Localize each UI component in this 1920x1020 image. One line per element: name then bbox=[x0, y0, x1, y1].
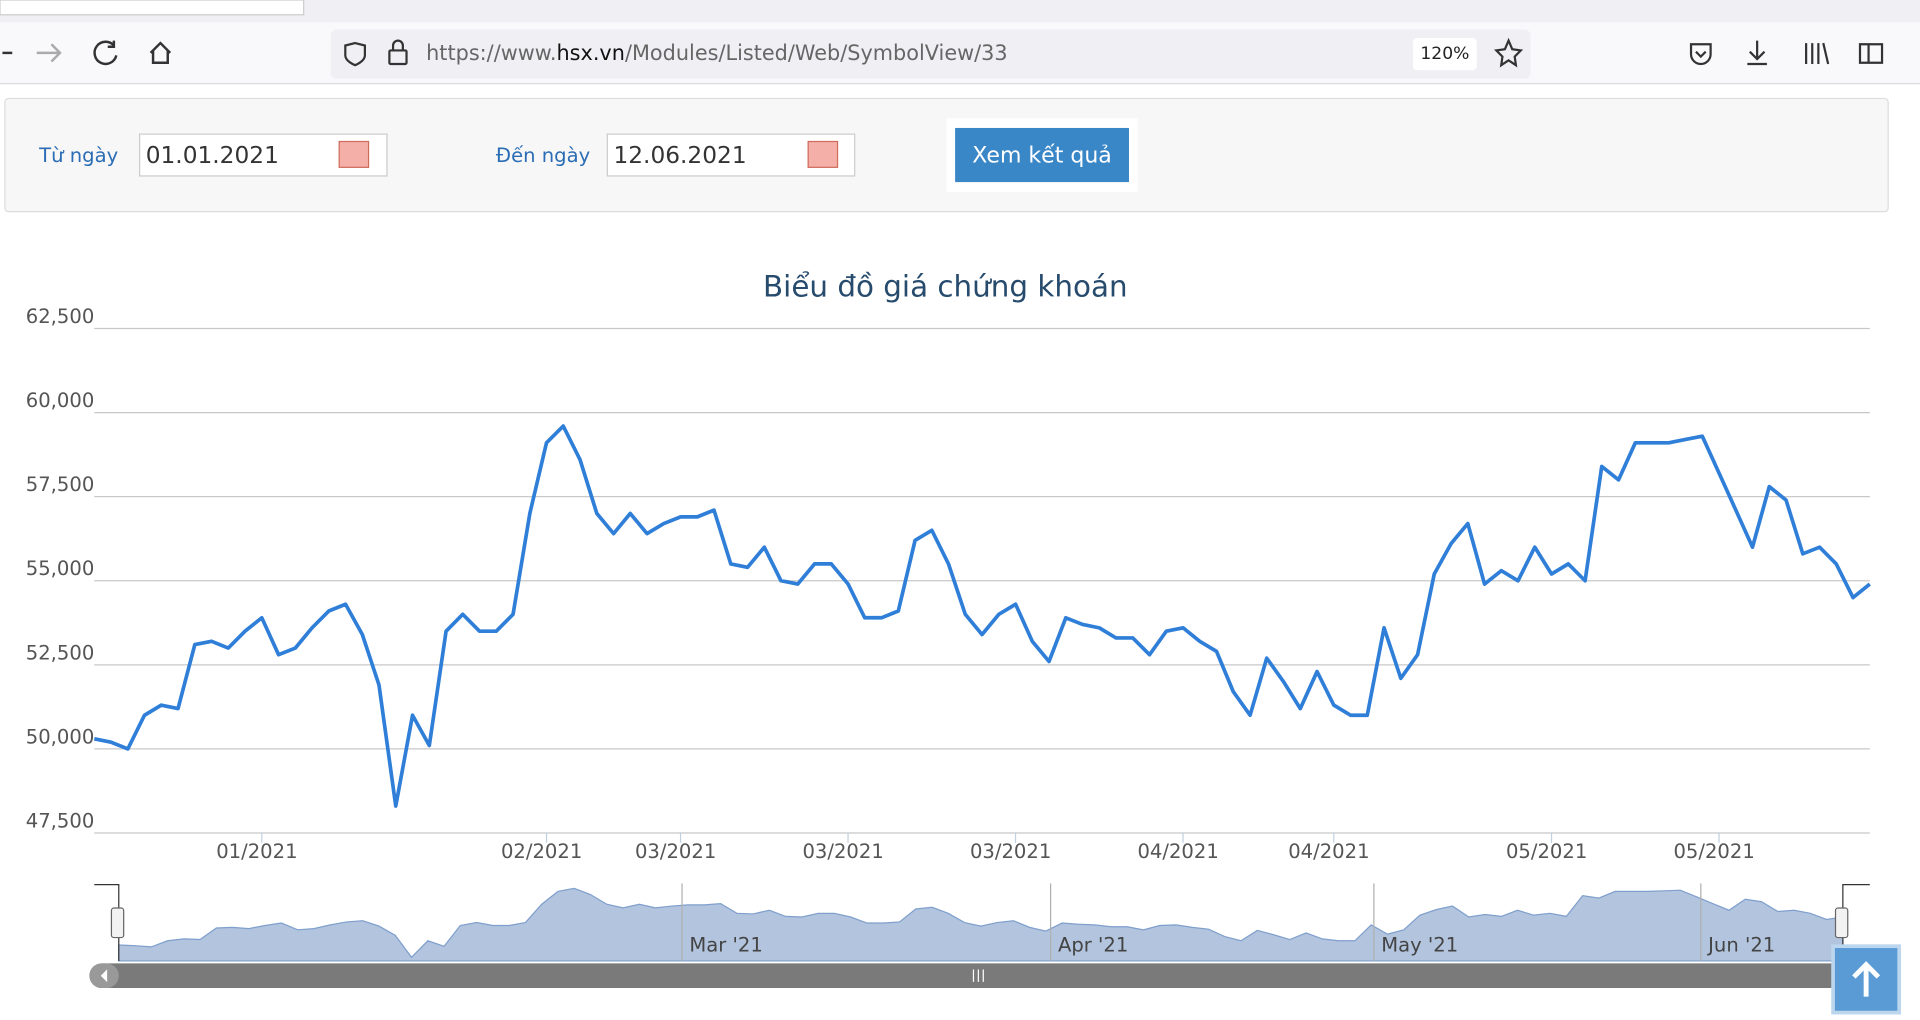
x-tick-label: 04/2021 bbox=[1137, 840, 1218, 863]
x-tick-label: 03/2021 bbox=[970, 840, 1051, 863]
x-tick-label: 02/2021 bbox=[501, 840, 582, 863]
to-label: Đến ngày bbox=[496, 144, 591, 167]
scrollbar-grip bbox=[100, 969, 984, 983]
tab[interactable] bbox=[0, 0, 305, 16]
y-tick-label: 62,500 bbox=[26, 305, 95, 328]
scrollbar-track[interactable] bbox=[89, 963, 1849, 989]
address-bar[interactable] bbox=[330, 29, 1531, 79]
url[interactable]: https://www.hsx.vn/Modules/Listed/Web/Sy… bbox=[426, 41, 1008, 65]
sidebar-icon[interactable] bbox=[1858, 43, 1884, 64]
tab-strip bbox=[0, 0, 1920, 25]
pocket-icon[interactable] bbox=[1689, 43, 1712, 66]
from-label: Từ ngày bbox=[38, 144, 118, 167]
x-tick-label: 05/2021 bbox=[1506, 840, 1587, 863]
x-tick-label: 03/2021 bbox=[802, 840, 883, 863]
shield-icon[interactable] bbox=[344, 41, 366, 67]
submit-button[interactable] bbox=[955, 127, 1129, 183]
y-tick-label: 50,000 bbox=[26, 725, 95, 748]
y-tick-label: 57,500 bbox=[26, 473, 95, 496]
url-domain: hsx.vn bbox=[556, 41, 624, 65]
y-tick-label: 47,500 bbox=[26, 809, 95, 832]
right-handle[interactable] bbox=[1834, 907, 1849, 939]
left-handle[interactable] bbox=[110, 907, 125, 939]
to-calendar-icon[interactable] bbox=[807, 140, 839, 168]
to-value: 12.06.2021 bbox=[613, 142, 746, 169]
lock-icon[interactable] bbox=[388, 49, 408, 66]
navigator-label: Jun '21 bbox=[1706, 934, 1775, 957]
scroll-top-button[interactable] bbox=[1831, 944, 1902, 1015]
from-calendar-icon[interactable] bbox=[338, 140, 370, 168]
home-button[interactable] bbox=[149, 41, 172, 64]
url-prefix: https://www. bbox=[426, 41, 556, 65]
library-icon[interactable] bbox=[1805, 42, 1830, 65]
x-tick-label: 05/2021 bbox=[1673, 840, 1754, 863]
lock-shackle bbox=[391, 39, 404, 51]
x-tick-label: 01/2021 bbox=[216, 840, 297, 863]
x-tick-label: 04/2021 bbox=[1288, 840, 1369, 863]
url-path: /Modules/Listed/Web/SymbolView/33 bbox=[625, 41, 1008, 65]
navigator-label: May '21 bbox=[1381, 934, 1458, 957]
y-tick-label: 60,000 bbox=[26, 389, 95, 412]
navigator-label: Mar '21 bbox=[689, 934, 762, 957]
y-tick-label: 52,500 bbox=[26, 641, 95, 664]
navigator-area bbox=[118, 887, 1844, 962]
reload-button[interactable] bbox=[93, 40, 118, 66]
zoom-level: 120% bbox=[1420, 44, 1469, 64]
x-tick-label: 03/2021 bbox=[635, 840, 716, 863]
navigator-label: Apr '21 bbox=[1058, 934, 1128, 957]
submit-label: Xem kết quả bbox=[972, 142, 1111, 168]
chart-title: Biểu đồ giá chứng khoán bbox=[763, 268, 1128, 303]
bookmark-star[interactable] bbox=[1493, 37, 1524, 68]
y-tick-label: 55,000 bbox=[26, 557, 95, 580]
downloads-icon[interactable] bbox=[1747, 40, 1767, 66]
zoom-badge[interactable] bbox=[1413, 38, 1477, 71]
scroll-top-arrow bbox=[1852, 961, 1881, 997]
forward-button[interactable] bbox=[36, 43, 62, 63]
price-line bbox=[93, 424, 1871, 808]
from-value: 01.01.2021 bbox=[146, 142, 279, 169]
